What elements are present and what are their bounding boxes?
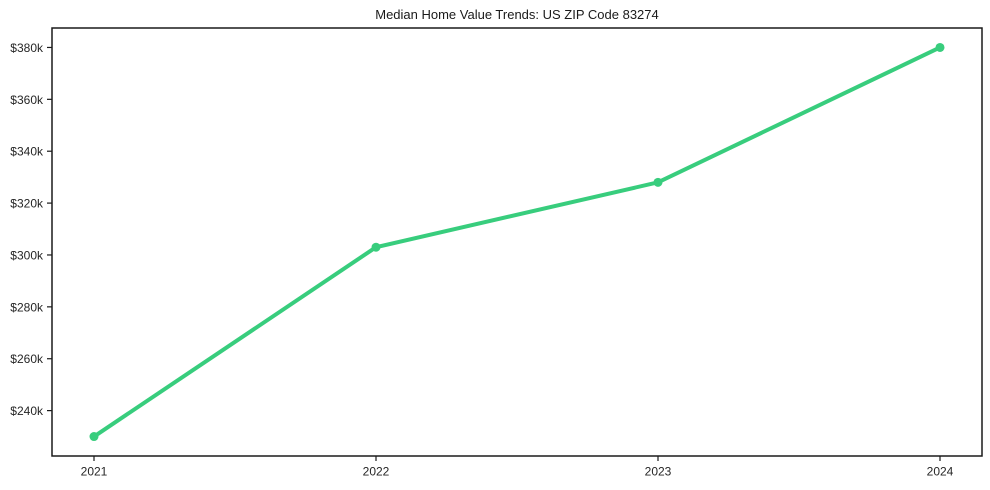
- y-tick-label: $360k: [10, 93, 44, 107]
- data-point: [371, 242, 381, 252]
- y-tick-label: $260k: [10, 352, 44, 366]
- series-line: [92, 45, 942, 439]
- x-tick-label: 2024: [927, 465, 954, 479]
- x-tick-label: 2021: [81, 465, 108, 479]
- x-tick-label: 2022: [363, 465, 390, 479]
- data-point: [935, 42, 945, 52]
- y-tick-label: $300k: [10, 248, 44, 262]
- x-tick-label: 2023: [645, 465, 672, 479]
- y-tick-label: $280k: [10, 300, 44, 314]
- y-tick-label: $380k: [10, 41, 44, 55]
- y-tick-label: $240k: [10, 404, 44, 418]
- chart-title: Median Home Value Trends: US ZIP Code 83…: [375, 7, 659, 22]
- y-tick-label: $340k: [10, 145, 44, 159]
- data-point: [89, 432, 99, 442]
- data-point: [653, 177, 663, 187]
- plot-area: $240k $260k $280k $300k $320k $340k $360k $380k…: [10, 27, 983, 479]
- y-tick-label: $320k: [10, 197, 44, 211]
